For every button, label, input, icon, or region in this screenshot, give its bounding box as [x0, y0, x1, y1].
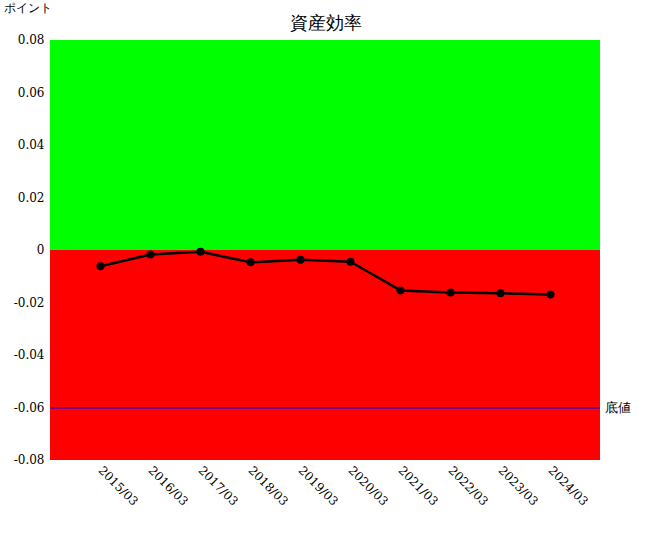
svg-text:2022/03: 2022/03: [446, 463, 491, 508]
svg-text:0.04: 0.04: [18, 138, 45, 152]
svg-text:-0.06: -0.06: [14, 401, 45, 415]
svg-text:底値: 底値: [605, 400, 631, 415]
svg-text:-0.04: -0.04: [14, 348, 45, 362]
svg-text:2017/03: 2017/03: [196, 463, 241, 508]
svg-text:0.08: 0.08: [18, 33, 45, 47]
svg-text:2015/03: 2015/03: [96, 463, 141, 508]
svg-text:0.06: 0.06: [18, 86, 45, 100]
svg-text:2020/03: 2020/03: [346, 463, 391, 508]
svg-text:-0.02: -0.02: [14, 296, 45, 310]
svg-text:2021/03: 2021/03: [396, 463, 441, 508]
svg-text:資産効率: 資産効率: [290, 12, 362, 33]
svg-text:-0.08: -0.08: [14, 453, 45, 467]
svg-text:0.02: 0.02: [18, 191, 45, 205]
svg-text:2016/03: 2016/03: [146, 463, 191, 508]
svg-text:0: 0: [37, 243, 45, 257]
svg-text:ポイント: ポイント: [4, 1, 52, 15]
svg-text:2023/03: 2023/03: [496, 463, 541, 508]
svg-text:2019/03: 2019/03: [296, 463, 341, 508]
svg-text:2018/03: 2018/03: [246, 463, 291, 508]
svg-text:2024/03: 2024/03: [546, 463, 591, 508]
